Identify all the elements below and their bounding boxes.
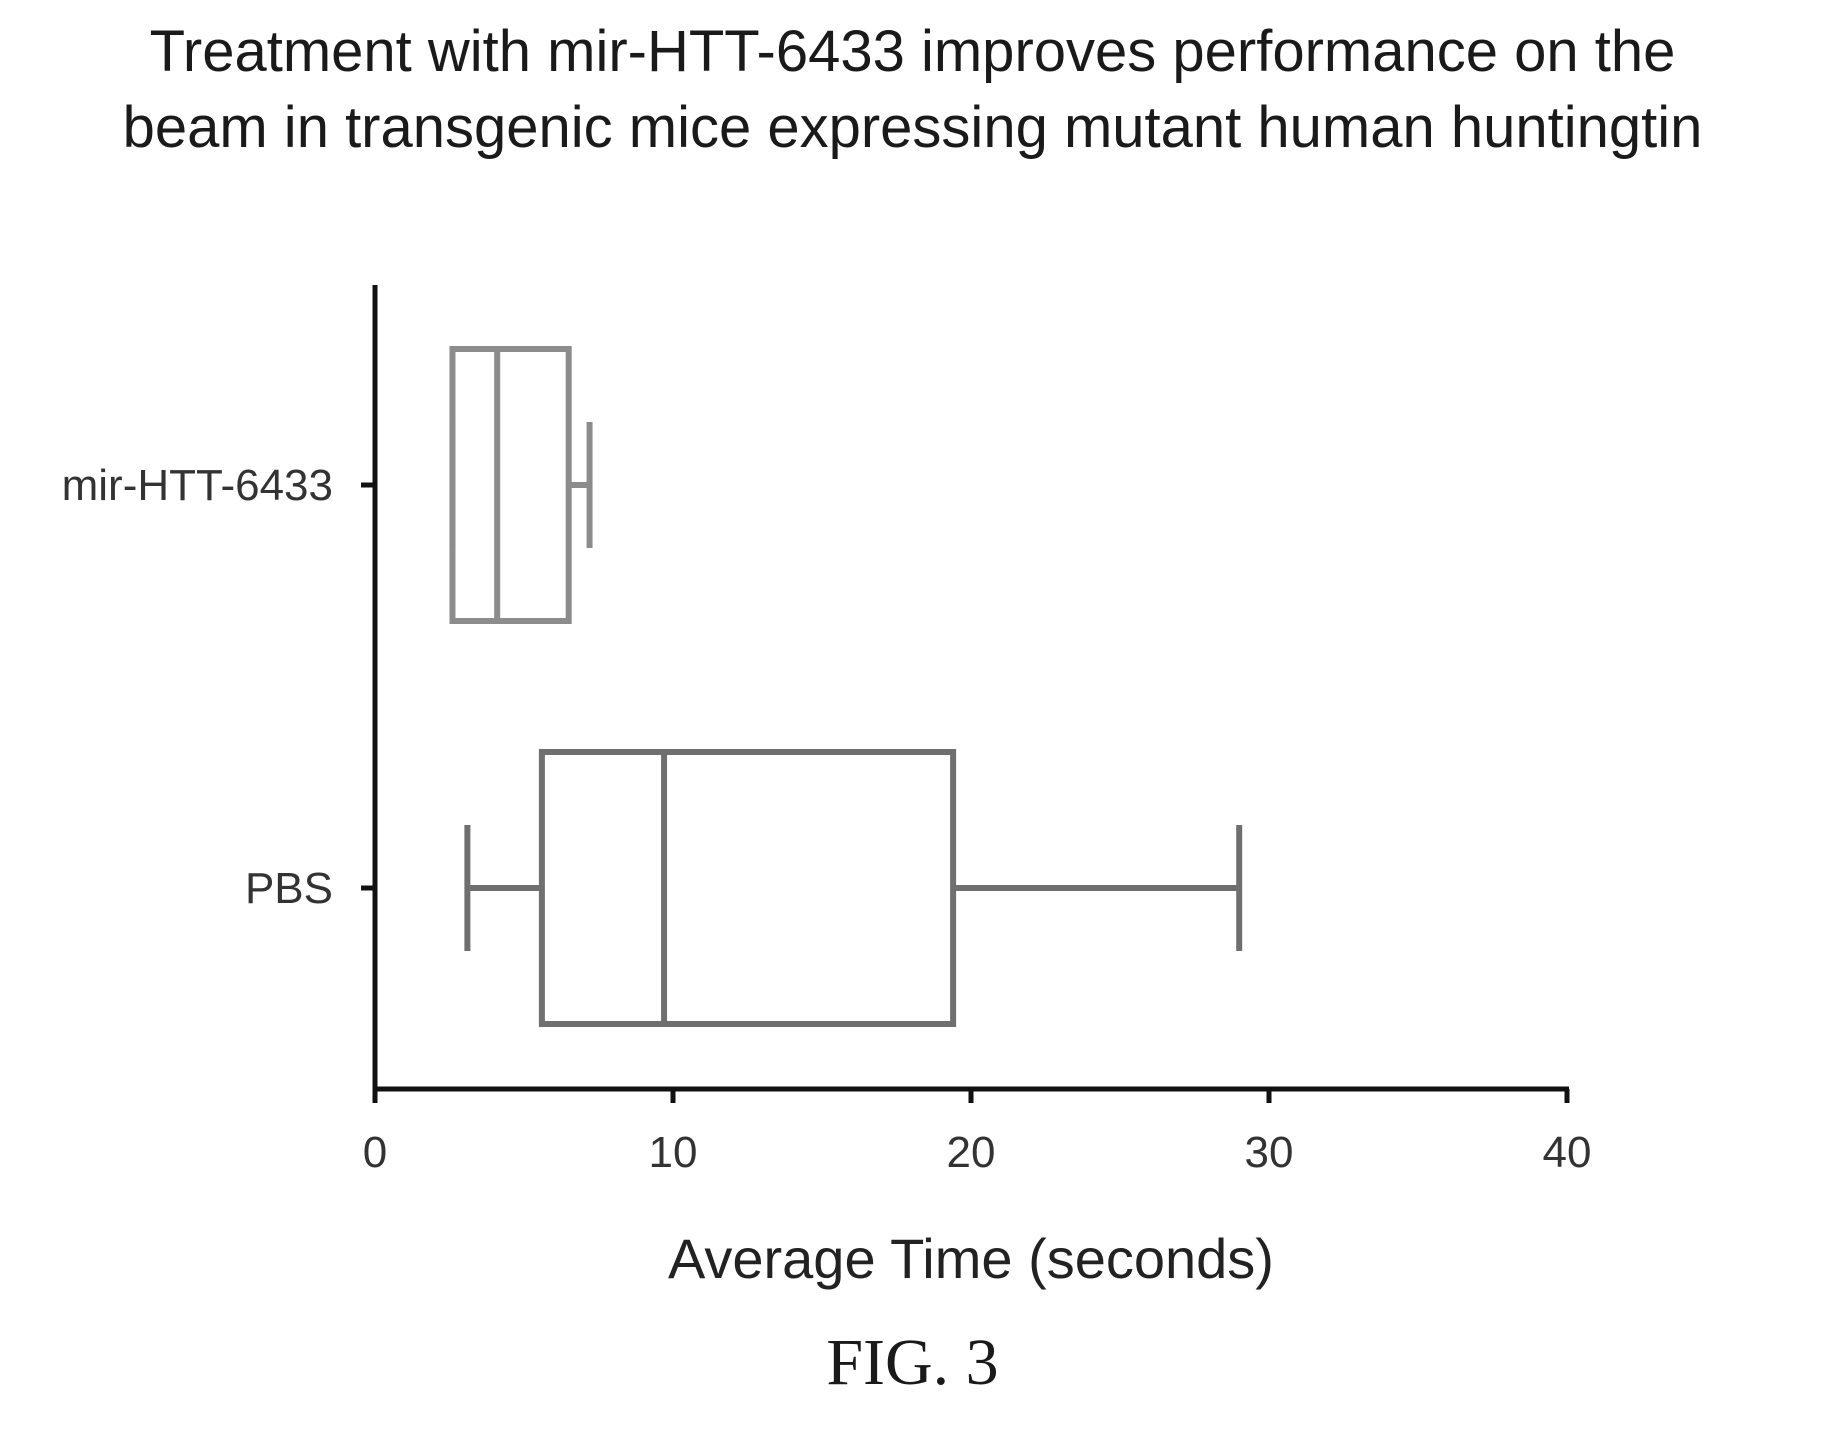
x-tick-label-20: 20 [947, 1128, 996, 1177]
chart-title-line-1: Treatment with mir-HTT-6433 improves per… [149, 19, 1676, 84]
y-category-label-1: PBS [245, 864, 333, 913]
chart-title: Treatment with mir-HTT-6433 improves per… [0, 14, 1825, 166]
x-tick-label-40: 40 [1543, 1128, 1592, 1177]
chart-title-line-2: beam in transgenic mice expressing mutan… [122, 95, 1703, 160]
x-axis-title: Average Time (seconds) [668, 1227, 1274, 1290]
figure-caption: FIG. 3 [826, 1326, 999, 1399]
x-tick-label-10: 10 [649, 1128, 698, 1177]
box-0 [449, 346, 572, 624]
x-tick-label-30: 30 [1245, 1128, 1294, 1177]
box-plot: 0 10 20 30 40 Average Time (seconds) mir-HTT-6… [62, 285, 1592, 1290]
y-category-label-0: mir-HTT-6433 [62, 461, 333, 510]
x-tick-label-0: 0 [363, 1128, 387, 1177]
box-1 [538, 749, 957, 1027]
